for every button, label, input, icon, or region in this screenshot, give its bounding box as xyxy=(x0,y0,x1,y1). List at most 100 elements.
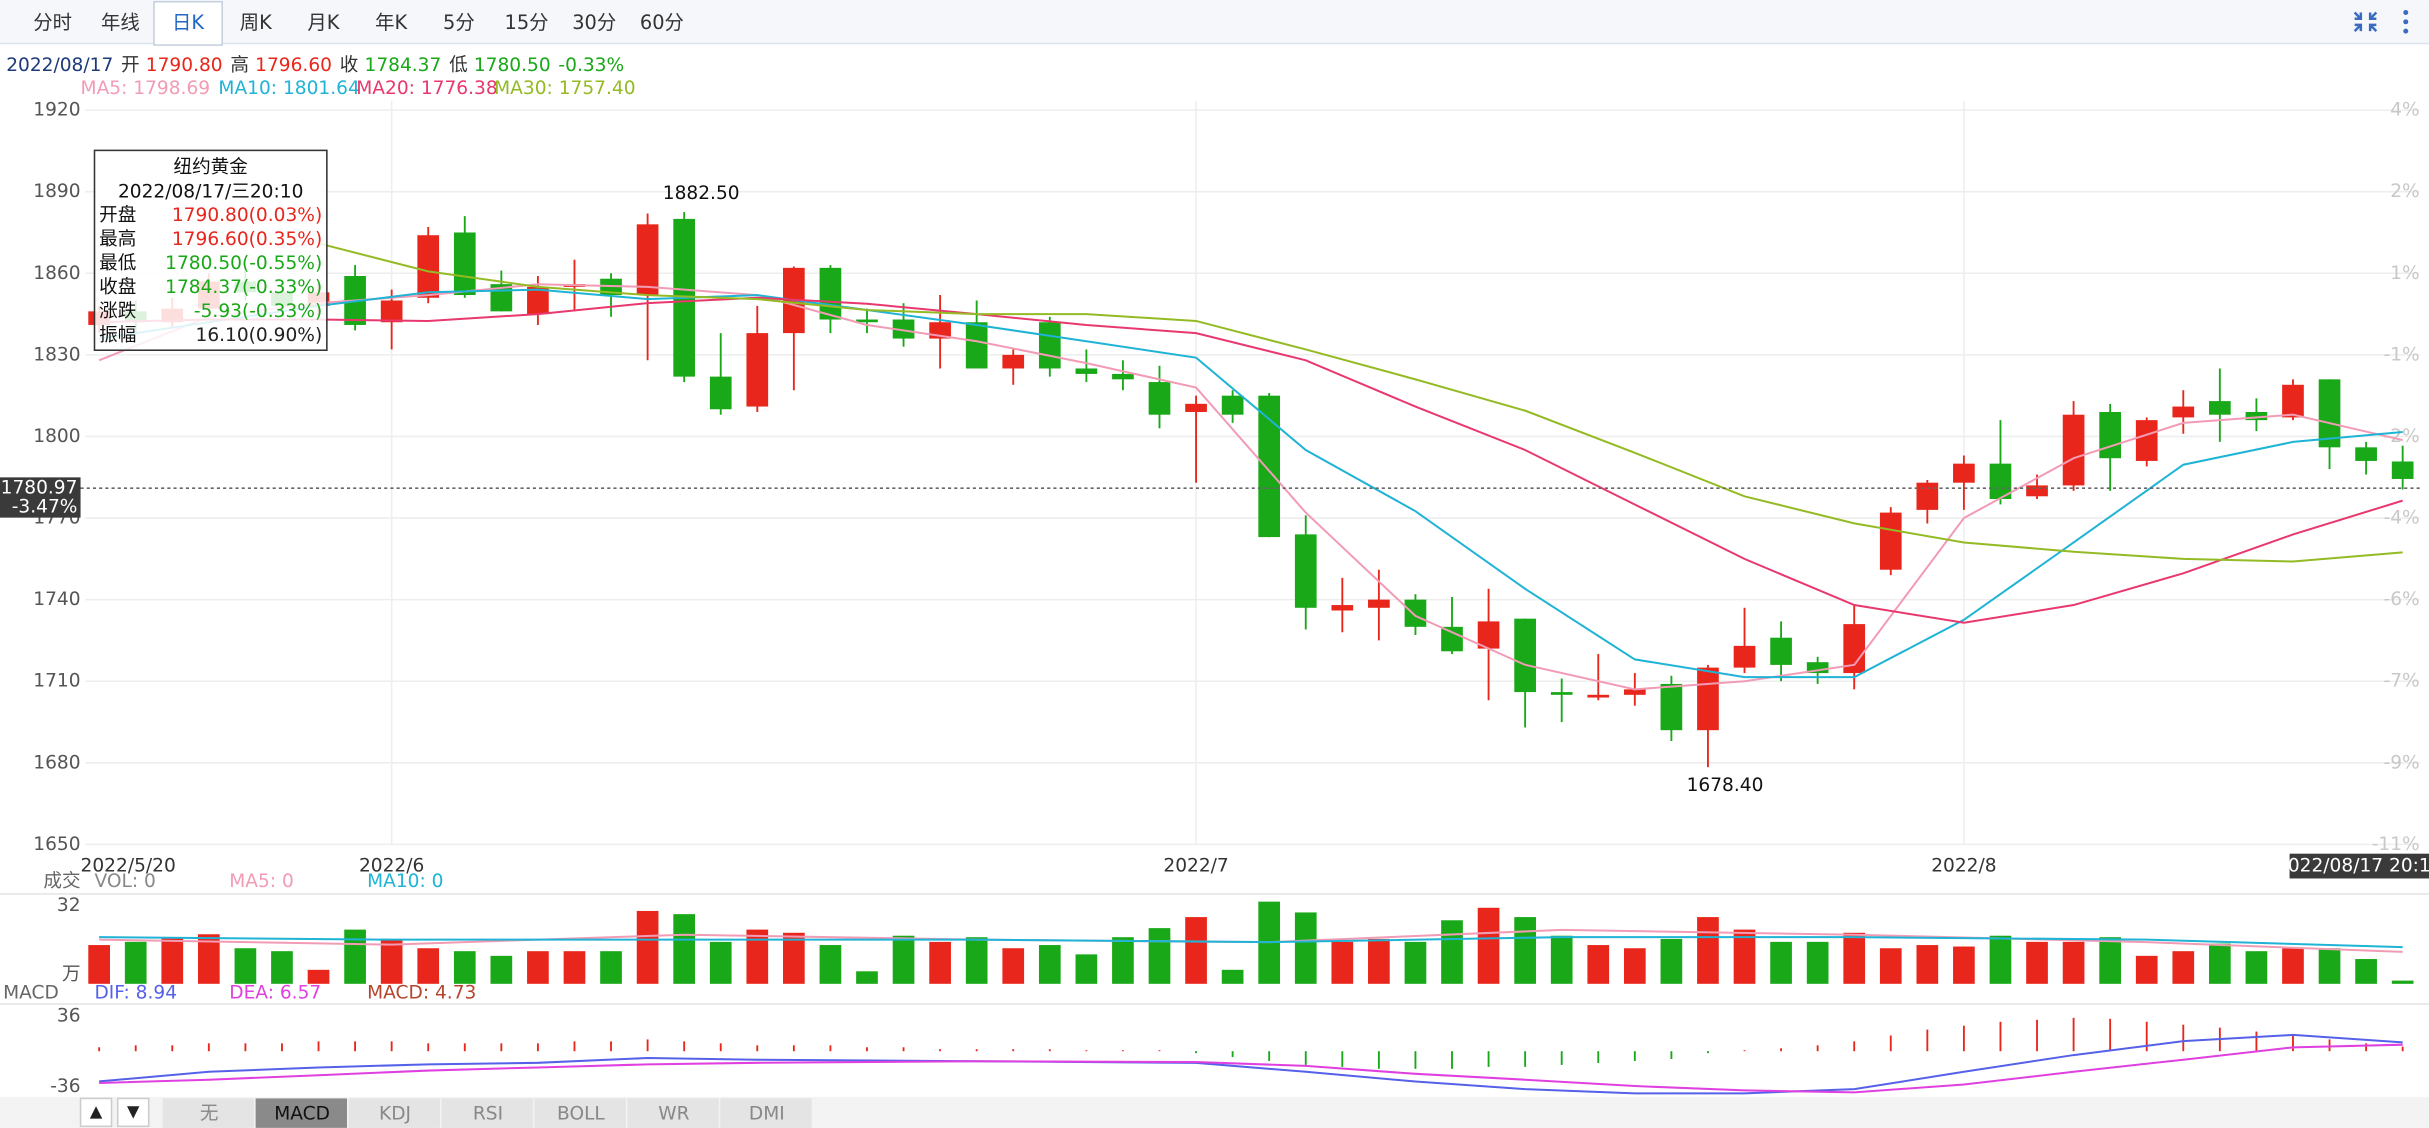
candle-body xyxy=(1550,692,1573,695)
candle-body xyxy=(1879,512,1902,570)
last-price-tag xyxy=(0,477,81,518)
tab[interactable]: 日K xyxy=(172,11,205,34)
candle-body xyxy=(1916,482,1939,510)
indicator-tab[interactable]: BOLL xyxy=(557,1103,605,1124)
indicator-tab-bg xyxy=(720,1098,812,1128)
candle-body xyxy=(1185,403,1207,412)
volume-bar xyxy=(1623,948,1646,984)
tooltip-box xyxy=(93,149,328,351)
ma-line xyxy=(98,288,2403,679)
volume-bar xyxy=(965,937,988,984)
tooltip-value: -5.93(-0.33%) xyxy=(194,301,322,322)
candle-body xyxy=(819,267,842,320)
tooltip-label: 开盘 xyxy=(99,205,136,226)
ma-line xyxy=(318,242,2403,563)
volume-bar xyxy=(1002,948,1025,984)
indicator-tab[interactable]: 无 xyxy=(200,1103,219,1124)
volume-bar xyxy=(271,951,293,984)
macd-line xyxy=(99,1043,2403,1094)
scroll-down-button[interactable] xyxy=(116,1097,150,1128)
volume-bar xyxy=(1770,941,1792,984)
volume-bar xyxy=(1221,969,1244,984)
volume-bar xyxy=(1075,954,1098,984)
tooltip-value: 1784.37(-0.33%) xyxy=(165,277,322,298)
y-tick-label: 1860 xyxy=(33,263,80,284)
candle-body xyxy=(2209,401,2231,415)
y-tick-label: 1680 xyxy=(33,752,80,773)
more-icon[interactable] xyxy=(2403,10,2409,34)
tooltip-label: 振幅 xyxy=(99,325,136,346)
y-tick-label: 32 xyxy=(57,895,81,916)
legend-entry[interactable]: MA30: 1757.40 xyxy=(494,78,635,99)
volume-bar xyxy=(1294,912,1317,984)
extreme-label: 1882.50 xyxy=(663,183,740,204)
volume-bar xyxy=(2355,959,2377,984)
indicator-tab[interactable]: RSI xyxy=(473,1103,503,1124)
volume-bar xyxy=(783,932,805,984)
x-tick-label: 2022/6 xyxy=(359,856,424,877)
legend-entry[interactable]: MA5: 1798.69 xyxy=(81,78,211,99)
quote-label: 高 xyxy=(230,55,249,76)
candle-body xyxy=(1623,689,1646,695)
y2-tick-label: -4% xyxy=(2384,508,2420,529)
tab[interactable]: 年K xyxy=(375,11,408,34)
volume-bar xyxy=(2282,948,2304,984)
x-tick-label: 2022/5/20 xyxy=(81,856,176,877)
volume-bar xyxy=(1550,935,1573,984)
ma-line xyxy=(98,283,2403,691)
tab[interactable]: 30分 xyxy=(572,11,616,34)
tab[interactable]: 分时 xyxy=(33,11,72,34)
volume-bar xyxy=(2245,951,2268,984)
candle-body xyxy=(1989,463,2012,500)
volume-bar xyxy=(1185,917,1207,984)
volume-bar xyxy=(1953,946,1975,984)
candle-body xyxy=(892,319,915,339)
tooltip-time: 2022/08/17/三20:10 xyxy=(118,182,303,203)
candle-body xyxy=(417,235,440,298)
indicator-tab-bg xyxy=(348,1098,440,1128)
macd-line xyxy=(99,1033,2403,1095)
tab[interactable]: 周K xyxy=(240,11,273,34)
indicator-tab[interactable]: DMI xyxy=(749,1103,785,1124)
candle-body xyxy=(527,286,549,315)
indicator-tab[interactable]: KDJ xyxy=(379,1103,411,1124)
candle-body xyxy=(1221,395,1244,415)
volume-bar xyxy=(1331,941,1354,984)
y2-tick-label: -9% xyxy=(2384,752,2420,773)
volume-bar xyxy=(636,910,659,984)
tab[interactable]: 60分 xyxy=(640,11,684,34)
tab[interactable]: 月K xyxy=(307,11,340,34)
fullscreen-icon[interactable] xyxy=(2353,11,2378,32)
last-price-label: 1780.97 xyxy=(1,478,78,499)
volume-bar xyxy=(1441,920,1463,984)
volume-bar xyxy=(527,951,549,984)
candle-body xyxy=(1587,694,1610,698)
tab[interactable]: 5分 xyxy=(443,11,475,34)
last-time-label: 2022/08/17 20:10 xyxy=(2276,856,2429,877)
candle-body xyxy=(1770,637,1792,665)
tooltip-value: 1790.80(0.03%) xyxy=(172,205,322,226)
extreme-label: 1678.40 xyxy=(1687,775,1764,796)
volume-bar xyxy=(1038,945,1061,984)
tab[interactable]: 15分 xyxy=(505,11,549,34)
candle-body xyxy=(1733,645,1756,668)
tab[interactable]: 年线 xyxy=(101,11,140,34)
legend-entry: MACD: 4.73 xyxy=(367,983,476,1004)
legend-entry: VOL: 0 xyxy=(94,871,155,892)
candle-body xyxy=(2026,485,2048,497)
x-tick-label: 2022/7 xyxy=(1163,856,1228,877)
volume-bar xyxy=(161,937,184,984)
indicator-tab[interactable]: WR xyxy=(658,1103,689,1124)
legend-entry[interactable]: MA20: 1776.38 xyxy=(356,78,497,99)
volume-bar xyxy=(2209,943,2231,984)
legend-entry[interactable]: MA10: 1801.64 xyxy=(218,78,359,99)
volume-bar xyxy=(1733,929,1756,984)
indicator-tab[interactable]: MACD xyxy=(274,1103,330,1124)
tooltip-title: 纽约黄金 xyxy=(174,157,249,178)
scroll-up-button[interactable] xyxy=(79,1097,113,1128)
candle-body xyxy=(1953,463,1975,483)
candle-body xyxy=(1697,667,1719,731)
quote-label: 开 xyxy=(121,55,140,76)
